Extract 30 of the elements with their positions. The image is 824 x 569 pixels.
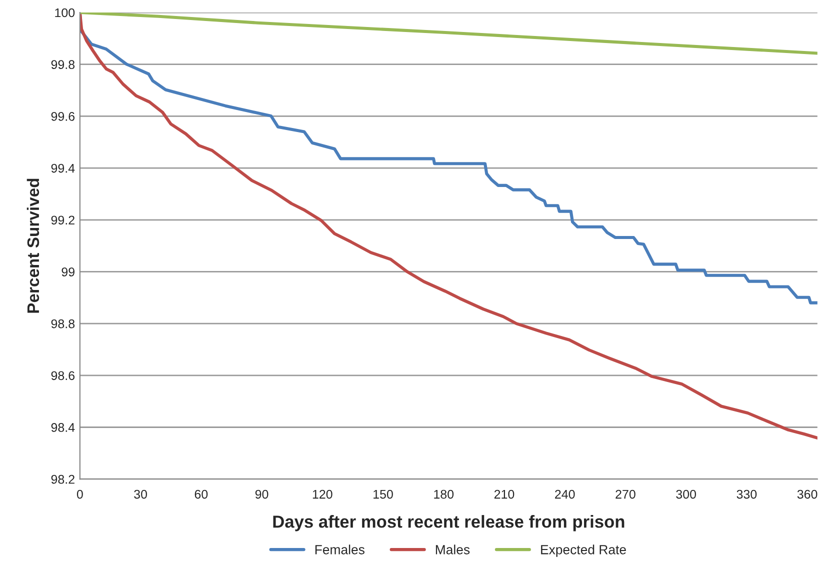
x-tick-label: 120 xyxy=(312,490,332,499)
x-tick-label: 30 xyxy=(134,490,148,499)
y-tick-label: 99.8 xyxy=(51,60,75,70)
x-tick-label: 60 xyxy=(194,490,208,499)
x-tick-label: 210 xyxy=(494,490,514,499)
legend-label: Females xyxy=(315,544,364,554)
y-axis-title: Percent Survived xyxy=(26,178,40,313)
y-tick-label: 99.4 xyxy=(51,164,75,173)
x-tick-label: 270 xyxy=(616,490,636,499)
x-tick-label: 180 xyxy=(434,490,454,499)
legend-label: Males xyxy=(436,544,470,554)
y-tick-label: 99 xyxy=(62,268,74,276)
x-tick-label: 150 xyxy=(374,490,393,499)
y-tick-label: 99.6 xyxy=(51,112,75,121)
y-tick-label: 98.6 xyxy=(51,371,75,380)
x-tick-label: 90 xyxy=(255,490,268,499)
x-tick-label: 0 xyxy=(76,490,83,499)
x-tick-label: 360 xyxy=(797,490,818,499)
y-tick-label: 98.4 xyxy=(51,423,75,432)
x-tick-label: 300 xyxy=(676,490,696,499)
legend-label: Expected Rate xyxy=(541,544,626,557)
x-axis-title: Days after most recent release from prison xyxy=(273,515,624,532)
y-tick-label: 100 xyxy=(55,8,75,18)
y-tick-label: 98.8 xyxy=(51,319,75,328)
x-tick-label: 240 xyxy=(555,490,575,499)
y-tick-label: 99.2 xyxy=(51,216,74,225)
x-tick-label: 330 xyxy=(736,490,757,499)
line-series xyxy=(80,12,818,440)
y-tick-label: 98.2 xyxy=(51,474,74,484)
line-series xyxy=(80,12,818,55)
